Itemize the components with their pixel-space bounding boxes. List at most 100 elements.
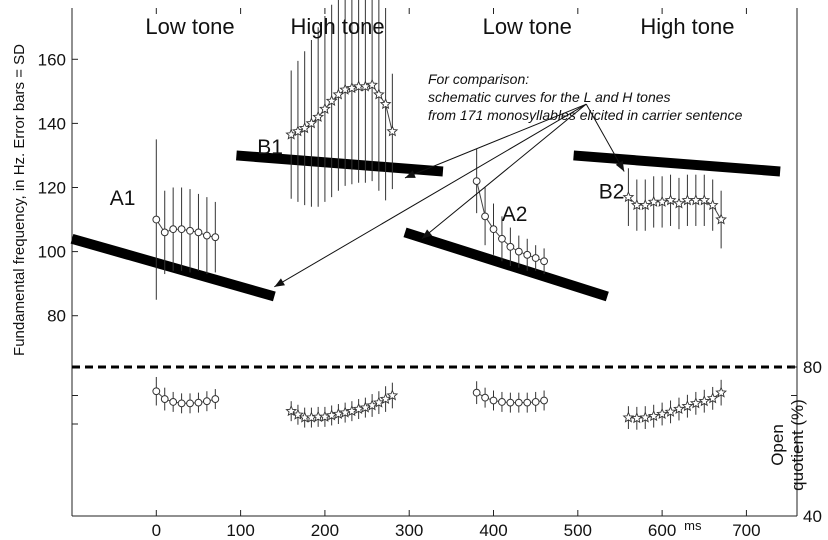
- open-quotient-star-marker: [673, 402, 685, 415]
- f0-star-marker: [372, 88, 385, 100]
- f0-star-marker: [673, 197, 685, 209]
- f0-circle-marker: [498, 234, 506, 243]
- open-quotient-star-marker: [647, 409, 660, 422]
- f0-circle-marker: [152, 215, 161, 224]
- open-quotient-star-marker: [622, 411, 635, 423]
- segment-label: A2: [502, 203, 528, 226]
- open-quotient-circle-marker: [540, 396, 548, 405]
- f0-circle-marker: [481, 212, 489, 221]
- open-quotient-circle-marker: [489, 396, 498, 405]
- x-tick-label: 400: [479, 521, 507, 540]
- open-quotient-circle-marker: [177, 399, 186, 408]
- schematic-H-tone-curve: [573, 150, 781, 177]
- annotation-text-line: schematic curves for the L and H tones: [428, 89, 671, 105]
- segment-label: B2: [599, 181, 625, 204]
- x-tick-label: 0: [152, 521, 161, 540]
- open-quotient-star-marker: [386, 389, 399, 401]
- open-quotient-series-line: [290, 395, 393, 419]
- open-quotient-star-marker: [639, 411, 652, 423]
- x-tick-label: 200: [311, 521, 339, 540]
- y-right-axis-label: Openquotient (%): [768, 399, 807, 491]
- open-quotient-circle-marker: [531, 398, 540, 406]
- f0-star-marker: [292, 125, 304, 137]
- f0-star-marker: [319, 102, 331, 114]
- annotation-arrowhead: [274, 278, 285, 287]
- open-quotient-star-marker: [359, 401, 372, 413]
- open-quotient-star-marker: [706, 392, 719, 404]
- f0-star-marker: [647, 195, 660, 207]
- open-quotient-circle-marker: [194, 398, 203, 407]
- open-quotient-circle-marker: [472, 388, 481, 397]
- f0-circle-marker: [531, 254, 540, 262]
- open-quotient-star-marker: [698, 395, 711, 407]
- annotation-arrowhead: [421, 229, 433, 239]
- annotation-text-line: from 171 monosyllables elicited in carri…: [428, 107, 743, 123]
- f0-star-marker: [715, 213, 727, 225]
- y-tick-label: 140: [38, 114, 66, 133]
- x-tick-label: 100: [226, 521, 254, 540]
- tone-label: High tone: [640, 14, 734, 39]
- schematic-H-tone-curve: [236, 150, 444, 177]
- x-tick-label: 700: [732, 521, 760, 540]
- f0-circle-marker: [523, 250, 532, 259]
- x-unit-label: ms: [684, 518, 702, 533]
- open-quotient-star-marker: [372, 396, 385, 408]
- f0-circle-marker: [160, 228, 169, 237]
- f0-circle-marker: [169, 225, 178, 234]
- x-tick-label: 600: [648, 521, 676, 540]
- f0-star-marker: [386, 125, 399, 137]
- open-quotient-star-marker: [656, 407, 668, 420]
- open-quotient-star-marker: [664, 405, 677, 417]
- annotation-arrow-line: [585, 103, 625, 172]
- f0-star-marker: [639, 198, 652, 211]
- annotation-arrowhead: [615, 160, 625, 172]
- open-quotient-circle-marker: [506, 398, 515, 407]
- y-tick-label: 120: [38, 179, 66, 198]
- tone-label: High tone: [290, 14, 384, 39]
- segment-label: B1: [257, 136, 283, 159]
- annotation-arrowhead: [404, 170, 416, 178]
- f0-circle-marker: [194, 228, 203, 237]
- f0-star-marker: [656, 195, 668, 207]
- annotation-text-line: For comparison:: [428, 71, 529, 87]
- annotation-arrow-line: [274, 103, 587, 288]
- x-tick-label: 300: [395, 521, 423, 540]
- f0-circle-marker: [540, 257, 548, 266]
- open-quotient-circle-marker: [211, 395, 220, 403]
- open-quotient-star-marker: [630, 412, 643, 424]
- open-quotient-star-marker: [379, 392, 392, 405]
- y-tick-label: 160: [38, 50, 66, 69]
- f0-star-marker: [706, 198, 719, 211]
- f0-circle-marker: [514, 247, 523, 256]
- open-quotient-circle-marker: [514, 398, 523, 407]
- f0-star-marker: [664, 194, 677, 206]
- y-right-tick-label: 80: [803, 358, 822, 377]
- f0-star-marker: [698, 194, 711, 206]
- annotation-arrow-line: [421, 103, 587, 240]
- tone-label: Low tone: [145, 14, 234, 39]
- open-quotient-circle-marker: [523, 398, 532, 407]
- tone-label: Low tone: [483, 14, 572, 39]
- y-right-axis-label-line: Open: [768, 424, 787, 466]
- y-axis-label: Fundamental frequency, in Hz. Error bars…: [11, 44, 28, 356]
- open-quotient-circle-marker: [186, 399, 194, 408]
- f0-circle-marker: [489, 225, 498, 234]
- open-quotient-circle-marker: [160, 395, 169, 403]
- f0-star-marker: [305, 117, 318, 129]
- schematic-L-tone-curve: [403, 227, 609, 302]
- f0-star-marker: [312, 110, 325, 122]
- y-tick-label: 100: [38, 243, 66, 262]
- open-quotient-star-marker: [681, 400, 694, 412]
- f0-star-marker: [689, 194, 702, 206]
- f0-circle-marker: [472, 177, 481, 185]
- open-quotient-star-marker: [305, 411, 318, 423]
- f0-star-marker: [622, 190, 635, 203]
- f0-circle-marker: [202, 231, 211, 240]
- x-tick-label: 500: [564, 521, 592, 540]
- y-tick-label: 80: [47, 307, 66, 326]
- open-quotient-star-marker: [715, 386, 727, 398]
- f0-star-marker: [325, 94, 338, 106]
- open-quotient-circle-marker: [498, 398, 506, 406]
- f0-circle-marker: [506, 242, 515, 251]
